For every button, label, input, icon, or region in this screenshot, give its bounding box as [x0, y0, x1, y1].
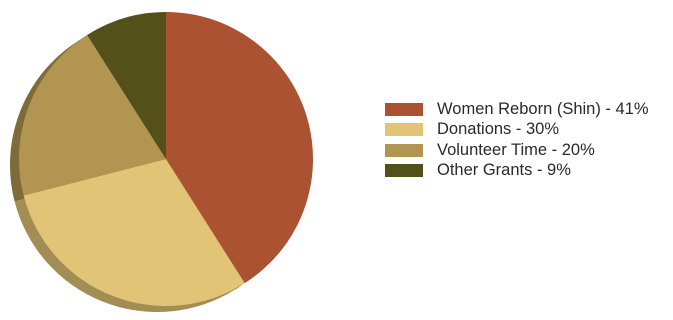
- legend-swatch-volunteer-time: [385, 143, 423, 157]
- legend-item-donations: Donations - 30%: [385, 120, 649, 141]
- legend-item-volunteer-time: Volunteer Time - 20%: [385, 140, 649, 161]
- pie-slices: [18, 11, 314, 307]
- legend-swatch-other-grants: [385, 164, 423, 178]
- pie-slice-volunteer-time: [18, 34, 166, 196]
- legend-item-other-grants: Other Grants - 9%: [385, 161, 649, 182]
- pie-slice-women-reborn-shin: [166, 11, 314, 284]
- legend-label-donations: Donations - 30%: [437, 120, 559, 139]
- pie-slice-other-grants: [87, 12, 166, 159]
- chart-legend: Women Reborn (Shin) - 41% Donations - 30…: [385, 99, 649, 181]
- legend-label-other-grants: Other Grants - 9%: [437, 161, 571, 180]
- pie-slice-donations: [23, 159, 245, 307]
- legend-item-women-reborn: Women Reborn (Shin) - 41%: [385, 99, 649, 120]
- legend-swatch-women-reborn: [385, 102, 423, 116]
- legend-swatch-donations: [385, 123, 423, 137]
- legend-label-women-reborn: Women Reborn (Shin) - 41%: [437, 99, 649, 118]
- legend-label-volunteer-time: Volunteer Time - 20%: [437, 140, 595, 159]
